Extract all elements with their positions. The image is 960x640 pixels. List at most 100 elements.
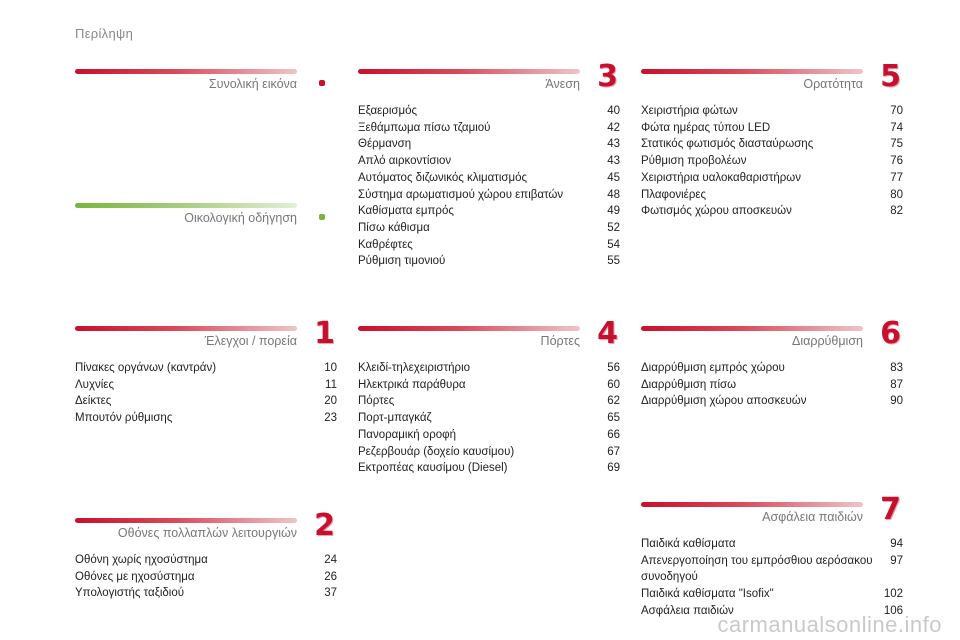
- section-visibility: Ορατότητα 5 Χειριστήρια φώτων 70 Φώτα ημέρ…: [641, 59, 903, 220]
- section-bar: [641, 326, 863, 331]
- toc-entry[interactable]: Κλειδί-τηλεχειριστήριο 56: [358, 360, 620, 377]
- section-header: Άνεση 3: [358, 59, 620, 103]
- section-number: 3: [597, 59, 618, 94]
- toc-entry[interactable]: Διαρρύθμιση χώρου αποσκευών 90: [641, 393, 903, 410]
- toc-entry[interactable]: Υπολογιστής ταξιδιού 37: [75, 585, 337, 602]
- toc-entry[interactable]: Φωτισμός χώρου αποσκευών 82: [641, 203, 903, 220]
- section-number: 2: [314, 508, 335, 543]
- entry-page-number: 66: [607, 428, 620, 441]
- entry-label: Πίσω κάθισμα: [358, 221, 430, 234]
- entry-page-number: 97: [890, 554, 903, 567]
- toc-entry[interactable]: Θέρμανση 43: [358, 136, 620, 153]
- entry-label: Λυχνίες: [75, 378, 114, 391]
- toc-entry[interactable]: Παιδικά καθίσματα "Isofix" 102: [641, 586, 903, 603]
- entry-label: Ρύθμιση τιμονιού: [358, 255, 446, 268]
- section-header: Ορατότητα 5: [641, 59, 903, 103]
- entry-page-number: 69: [607, 462, 620, 475]
- toc-entry[interactable]: Σύστημα αρωματισμού χώρου επιβατών 48: [358, 187, 620, 204]
- entry-label: Ηλεκτρικά παράθυρα: [358, 378, 466, 391]
- toc-entry[interactable]: Δείκτες 20: [75, 393, 337, 410]
- toc-entry[interactable]: Χειριστήρια υαλοκαθαριστήρων 77: [641, 170, 903, 187]
- toc-entry[interactable]: Παιδικά καθίσματα 94: [641, 536, 903, 553]
- toc-entry[interactable]: Οθόνες με ηχοσύστημα 26: [75, 569, 337, 586]
- section-title[interactable]: Συνολική εικόνα: [208, 77, 297, 91]
- toc-entry[interactable]: Ηλεκτρικά παράθυρα 60: [358, 377, 620, 394]
- section-header: Οθόνες πολλαπλών λειτουργιών 2: [75, 508, 337, 552]
- toc-entry[interactable]: Διαρρύθμιση πίσω 87: [641, 377, 903, 394]
- section-eco[interactable]: Οικολογική οδήγηση: [75, 201, 337, 237]
- section-header: Διαρρύθμιση 6: [641, 316, 903, 360]
- entry-page-number: 80: [890, 188, 903, 201]
- toc-entry[interactable]: Απλό αιρκοντίσιον 43: [358, 153, 620, 170]
- toc-entry[interactable]: Πίνακες οργάνων (καντράν) 10: [75, 360, 337, 377]
- toc-entry[interactable]: Ρύθμιση τιμονιού 55: [358, 253, 620, 270]
- entry-label: Πορτ-μπαγκάζ: [358, 412, 432, 425]
- toc-entry[interactable]: Οθόνη χωρίς ηχοσύστημα 24: [75, 552, 337, 569]
- toc-entry[interactable]: Πανοραμική οροφή 66: [358, 427, 620, 444]
- section-bar: [358, 69, 580, 74]
- entry-page-number: 52: [607, 221, 620, 234]
- entry-label: Δείκτες: [75, 395, 112, 408]
- toc-entry[interactable]: Ρεζερβουάρ (δοχείο καυσίμου) 67: [358, 444, 620, 461]
- watermark: carmanualsonline.info: [717, 612, 942, 637]
- entry-page-number: 48: [607, 188, 620, 201]
- section-title[interactable]: Διαρρύθμιση: [791, 334, 863, 348]
- entry-page-number: 40: [607, 105, 620, 117]
- entry-label: Πίνακες οργάνων (καντράν): [75, 362, 217, 374]
- entry-label: Διαρρύθμιση εμπρός χώρου: [641, 362, 785, 374]
- entry-label: Παιδικά καθίσματα "Isofix": [641, 588, 774, 601]
- entry-label: Κλειδί-τηλεχειριστήριο: [358, 362, 471, 374]
- section-title[interactable]: Ορατότητα: [803, 77, 863, 91]
- section-header: Ασφάλεια παιδιών 7: [641, 492, 903, 536]
- section-header: Έλεγχοι / πορεία 1: [75, 316, 337, 360]
- toc-entry[interactable]: Απενεργοποίηση του εμπρόσθιου αερόσακου …: [641, 553, 903, 586]
- toc-entry[interactable]: Αυτόματος διζωνικός κλιματισμός 45: [358, 170, 620, 187]
- section-title[interactable]: Οθόνες πολλαπλών λειτουργιών: [117, 526, 297, 540]
- entry-page-number: 54: [607, 238, 620, 251]
- entry-label: Πλαφονιέρες: [641, 188, 707, 201]
- section-title[interactable]: Οικολογική οδήγηση: [184, 211, 297, 225]
- toc-entry[interactable]: Καθίσματα εμπρός 49: [358, 203, 620, 220]
- toc-entry[interactable]: Καθρέφτες 54: [358, 237, 620, 254]
- entry-label: Χειριστήρια φώτων: [641, 105, 738, 117]
- entry-label: Απλό αιρκοντίσιον: [358, 155, 452, 168]
- section-overview[interactable]: Συνολική εικόνα: [75, 67, 337, 103]
- toc-entry[interactable]: Ρύθμιση προβολέων 76: [641, 153, 903, 170]
- entry-label: Υπολογιστής ταξιδιού: [75, 587, 185, 600]
- section-number: 4: [597, 316, 618, 351]
- toc-entry[interactable]: Εκτροπέας καυσίμου (Diesel) 69: [358, 460, 620, 477]
- toc-entry[interactable]: Ξεθάμπωμα πίσω τζαμιού 42: [358, 120, 620, 137]
- entry-page-number: 87: [890, 378, 903, 391]
- section-title[interactable]: Έλεγχοι / πορεία: [204, 334, 297, 348]
- section-bar: [75, 203, 297, 208]
- toc-entry[interactable]: Ασφάλεια παιδιών 106: [641, 603, 903, 620]
- toc-entry[interactable]: Πίσω κάθισμα 52: [358, 220, 620, 237]
- entry-page-number: 11: [325, 378, 337, 391]
- toc-entry[interactable]: Πορτ-μπαγκάζ 65: [358, 410, 620, 427]
- entry-page-number: 76: [890, 155, 903, 168]
- section-title[interactable]: Ασφάλεια παιδιών: [762, 510, 863, 524]
- entry-list: Διαρρύθμιση εμπρός χώρου 83 Διαρρύθμιση πί…: [641, 360, 903, 410]
- section-title[interactable]: Άνεση: [545, 77, 580, 91]
- toc-entry[interactable]: Μπουτόν ρύθμισης 23: [75, 410, 337, 427]
- entry-label: Εξαερισμός: [358, 105, 418, 117]
- entry-label: Χειριστήρια υαλοκαθαριστήρων: [641, 171, 802, 184]
- section-title[interactable]: Πόρτες: [540, 334, 580, 348]
- toc-entry[interactable]: Πλαφονιέρες 80: [641, 187, 903, 204]
- section-number: 6: [880, 316, 901, 351]
- entry-page-number: 102: [883, 588, 903, 601]
- toc-entry[interactable]: Χειριστήρια φώτων 70: [641, 103, 903, 120]
- entry-label: Απενεργοποίηση του εμπρόσθιου αερόσακου …: [641, 554, 873, 584]
- section-doors: Πόρτες 4 Κλειδί-τηλεχειριστήριο 56 Ηλεκτρι…: [358, 316, 620, 477]
- toc-entry[interactable]: Φώτα ημέρας τύπου LED 74: [641, 120, 903, 137]
- toc-entry[interactable]: Πόρτες 62: [358, 393, 620, 410]
- toc-entry[interactable]: Λυχνίες 11: [75, 377, 337, 394]
- entry-page-number: 55: [607, 255, 620, 268]
- entry-label: Ξεθάμπωμα πίσω τζαμιού: [358, 121, 491, 134]
- toc-entry[interactable]: Εξαερισμός 40: [358, 103, 620, 120]
- section-controls: Έλεγχοι / πορεία 1 Πίνακες οργάνων (καντ…: [75, 316, 337, 427]
- toc-entry[interactable]: Στατικός φωτισμός διασταύρωσης 75: [641, 136, 903, 153]
- entry-page-number: 82: [890, 205, 903, 218]
- toc-entry[interactable]: Διαρρύθμιση εμπρός χώρου 83: [641, 360, 903, 377]
- entry-page-number: 24: [324, 554, 337, 566]
